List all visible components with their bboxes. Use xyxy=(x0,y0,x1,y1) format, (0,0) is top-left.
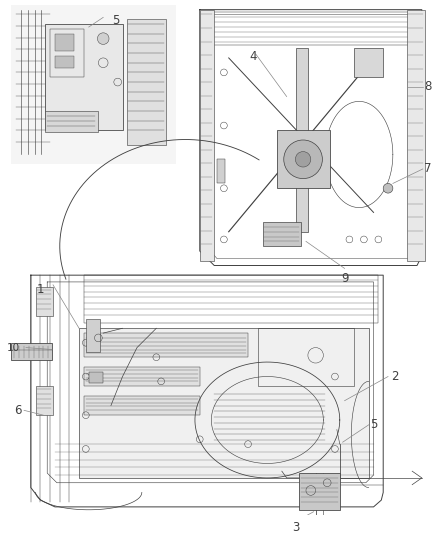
Bar xyxy=(55,34,74,51)
Bar xyxy=(209,12,417,45)
Text: 6: 6 xyxy=(14,404,22,417)
Bar xyxy=(79,328,369,478)
Bar xyxy=(84,396,200,415)
Text: 2: 2 xyxy=(391,370,399,383)
Bar xyxy=(35,287,53,316)
Bar xyxy=(11,343,52,360)
Bar xyxy=(45,111,99,132)
Bar xyxy=(11,5,176,164)
Text: 4: 4 xyxy=(249,50,257,63)
Text: 1: 1 xyxy=(37,283,44,296)
Bar xyxy=(50,29,84,77)
Bar xyxy=(262,222,301,246)
Bar xyxy=(200,10,214,261)
Bar xyxy=(277,131,330,188)
Bar xyxy=(407,10,425,261)
Circle shape xyxy=(284,140,322,179)
Text: 5: 5 xyxy=(370,418,377,431)
Text: 3: 3 xyxy=(293,521,300,533)
Text: 5: 5 xyxy=(112,13,120,27)
Text: 10: 10 xyxy=(7,343,20,352)
Circle shape xyxy=(383,183,393,193)
Text: 8: 8 xyxy=(424,80,431,93)
Bar xyxy=(89,372,103,383)
Circle shape xyxy=(295,151,311,167)
Text: 7: 7 xyxy=(424,163,431,175)
Bar xyxy=(55,56,74,68)
Bar xyxy=(86,319,100,352)
Bar xyxy=(299,473,340,510)
Bar xyxy=(258,328,354,386)
Bar xyxy=(45,24,123,131)
Bar xyxy=(84,275,378,324)
Bar xyxy=(217,159,225,183)
Bar xyxy=(297,49,308,232)
Bar xyxy=(84,333,248,357)
Text: 9: 9 xyxy=(341,272,348,285)
Circle shape xyxy=(97,33,109,44)
Bar xyxy=(354,49,383,77)
Bar xyxy=(35,386,53,415)
Bar xyxy=(84,367,200,386)
Bar xyxy=(127,19,166,145)
